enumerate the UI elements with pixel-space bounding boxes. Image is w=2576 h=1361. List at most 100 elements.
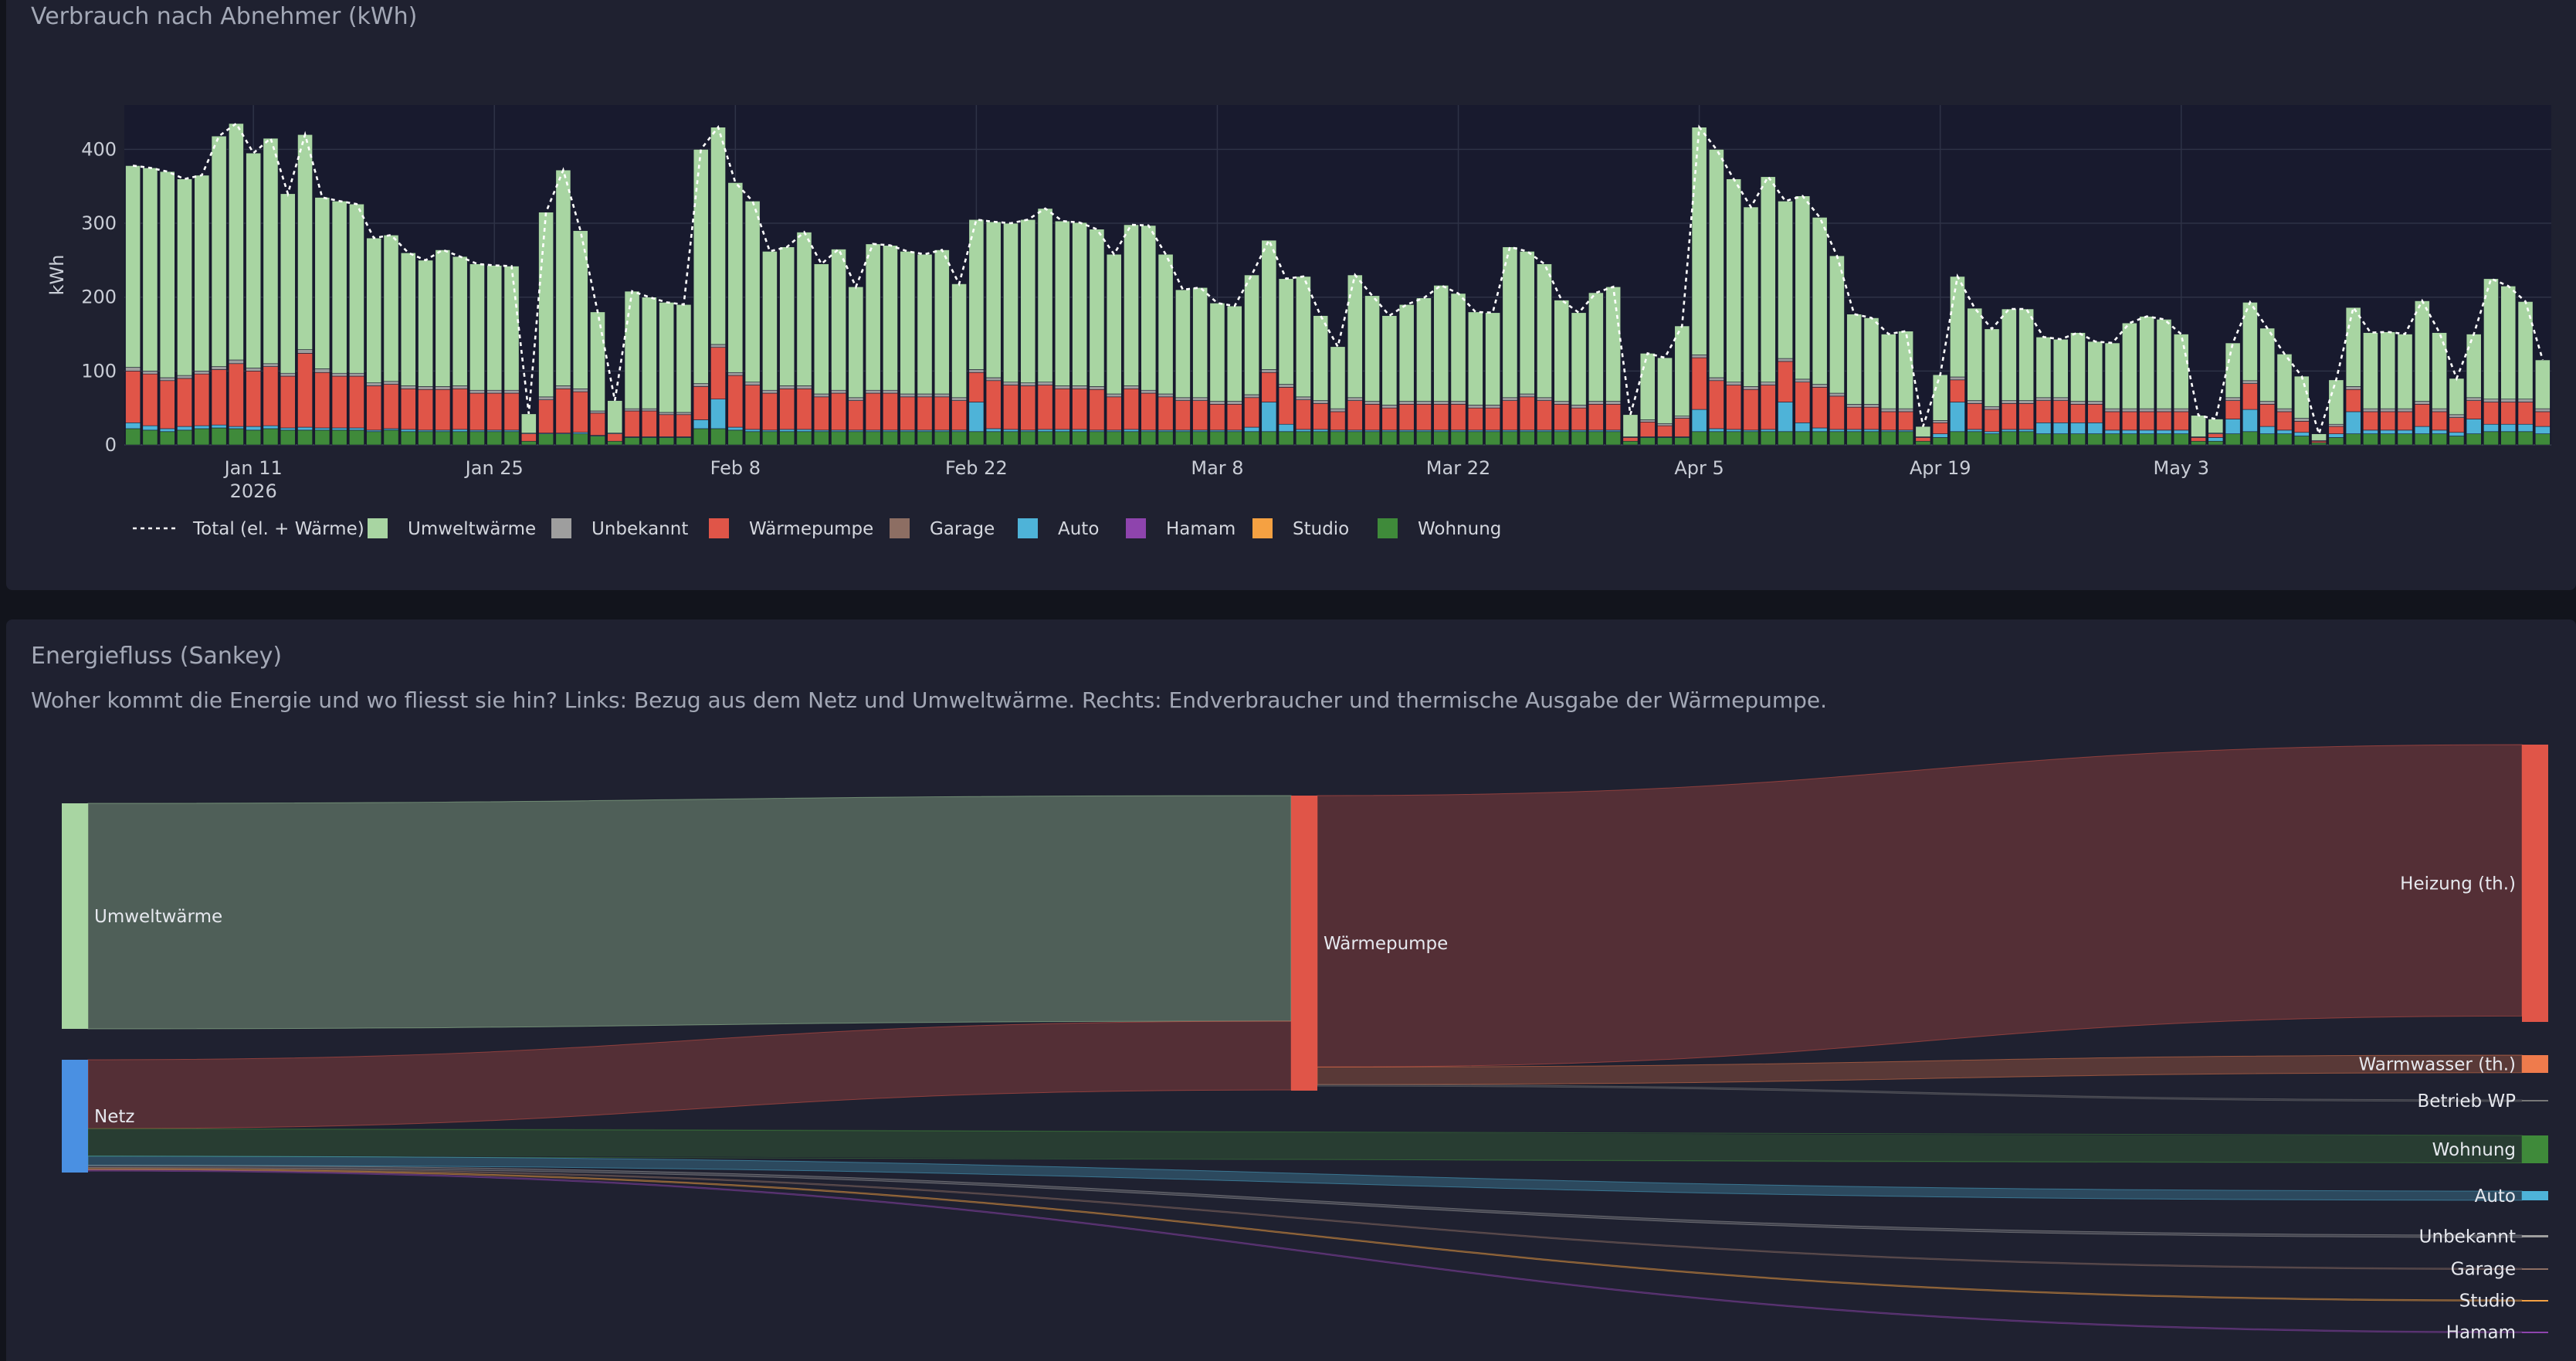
bar-segment	[331, 201, 347, 374]
bar-segment	[383, 235, 399, 382]
bar-segment	[229, 428, 244, 446]
bar-segment	[796, 232, 812, 386]
legend-swatch	[368, 518, 388, 538]
bar-segment	[676, 304, 692, 413]
bar-segment	[1760, 429, 1776, 433]
bar-segment	[2414, 401, 2430, 405]
bar-segment	[676, 437, 692, 446]
bar-segment	[1639, 437, 1656, 446]
bar-segment	[865, 389, 881, 394]
bar-segment	[934, 396, 950, 431]
bar-segment	[2345, 389, 2361, 412]
bar-segment	[486, 265, 503, 391]
bar-segment	[2156, 411, 2172, 431]
bar-segment	[1244, 394, 1259, 399]
bar-segment	[1984, 433, 2000, 446]
consumption-panel: Verbrauch nach Abnehmer (kWh) 0 100 200 300…	[6, 0, 2576, 590]
bar-segment	[1381, 405, 1398, 409]
x-tick-label: Mar 8	[1191, 457, 1243, 479]
bar-segment	[452, 389, 468, 430]
bar-segment	[2432, 433, 2447, 446]
bar-segment	[400, 385, 416, 389]
bar-segment	[159, 428, 175, 433]
bar-segment	[211, 427, 227, 446]
bar-segment	[2035, 397, 2052, 401]
bar-segment	[1554, 300, 1570, 402]
bar-segment	[555, 169, 571, 386]
bar-segment	[1364, 401, 1380, 405]
bar-segment	[2035, 433, 2052, 446]
energy-sankey-chart[interactable]: Umweltwärme Netz Wärmepumpe Heizung (th.) Wa…	[6, 619, 2576, 1361]
bar-segment	[1537, 431, 1552, 446]
bar-segment	[1347, 397, 1363, 401]
bar-segment	[900, 393, 916, 398]
bar-segment	[659, 412, 675, 416]
bar-segment	[1639, 422, 1656, 437]
bar-segment	[1192, 397, 1208, 401]
sankey-panel: Energiefluss (Sankey) Woher kommt die En…	[6, 619, 2576, 1361]
bar-segment	[1795, 431, 1811, 446]
legend-label: Umweltwärme	[408, 519, 536, 539]
bar-segment	[2517, 423, 2534, 433]
bar-segment	[2534, 411, 2551, 427]
bar-segment	[2311, 442, 2327, 446]
total-line	[132, 121, 2544, 438]
bar-segment	[2052, 397, 2069, 401]
bar-segment	[1313, 400, 1329, 404]
bar-segment	[1003, 429, 1019, 433]
bar-segment	[1967, 307, 1983, 401]
bar-segment	[2449, 417, 2465, 433]
bar-segment	[2363, 429, 2378, 434]
bar-segment	[2070, 423, 2086, 434]
bar-segment	[280, 427, 296, 431]
bar-segment	[1950, 276, 1965, 378]
bar-segment	[917, 396, 933, 431]
bar-segment	[1571, 312, 1587, 406]
bar-segment	[590, 311, 605, 412]
bar-segment	[2104, 342, 2120, 409]
bar-segment	[1485, 312, 1501, 406]
bar-segment	[1726, 431, 1742, 446]
bar-segment	[1915, 437, 1931, 442]
bar-segment	[1020, 385, 1036, 431]
sankey-node-hamam	[2522, 1332, 2548, 1333]
bar-segment	[366, 431, 382, 446]
bar-segment	[1141, 431, 1157, 446]
bar-segment	[2001, 429, 2017, 433]
bar-segment	[1278, 387, 1294, 425]
sankey-link-wp-betrieb	[1317, 1084, 2523, 1102]
bar-segment	[2449, 378, 2465, 416]
bar-segment	[848, 431, 864, 446]
bar-segment	[1915, 440, 1931, 446]
bar-segment	[1398, 404, 1415, 431]
bar-segment	[2500, 402, 2517, 425]
bar-segment	[383, 384, 399, 429]
bar-segment	[1898, 408, 1913, 412]
legend-label: Wärmepumpe	[749, 519, 873, 539]
bar-segment	[1709, 428, 1724, 433]
bar-segment	[1880, 334, 1896, 409]
bar-segment	[1433, 401, 1449, 405]
bar-segment	[159, 431, 175, 446]
bar-segment	[1072, 431, 1088, 446]
bar-segment	[503, 392, 520, 431]
bar-segment	[1674, 416, 1690, 419]
bar-segment	[727, 182, 744, 373]
bar-segment	[572, 391, 588, 433]
bar-segment	[2432, 429, 2447, 434]
bar-segment	[1296, 399, 1311, 430]
bar-segment	[1795, 195, 1811, 380]
bar-segment	[538, 396, 554, 400]
bar-segment	[1829, 392, 1845, 397]
bar-segment	[2414, 300, 2430, 402]
bar-segment	[779, 431, 795, 446]
bar-segment	[246, 426, 262, 431]
bar-segment	[676, 412, 692, 416]
bar-segment	[2052, 400, 2069, 423]
legend-item: Garage	[890, 518, 995, 539]
bar-segment	[1846, 406, 1863, 430]
legend-item: Hamam	[1126, 518, 1235, 539]
bar-segment	[2121, 429, 2137, 434]
bar-segment	[314, 427, 330, 431]
